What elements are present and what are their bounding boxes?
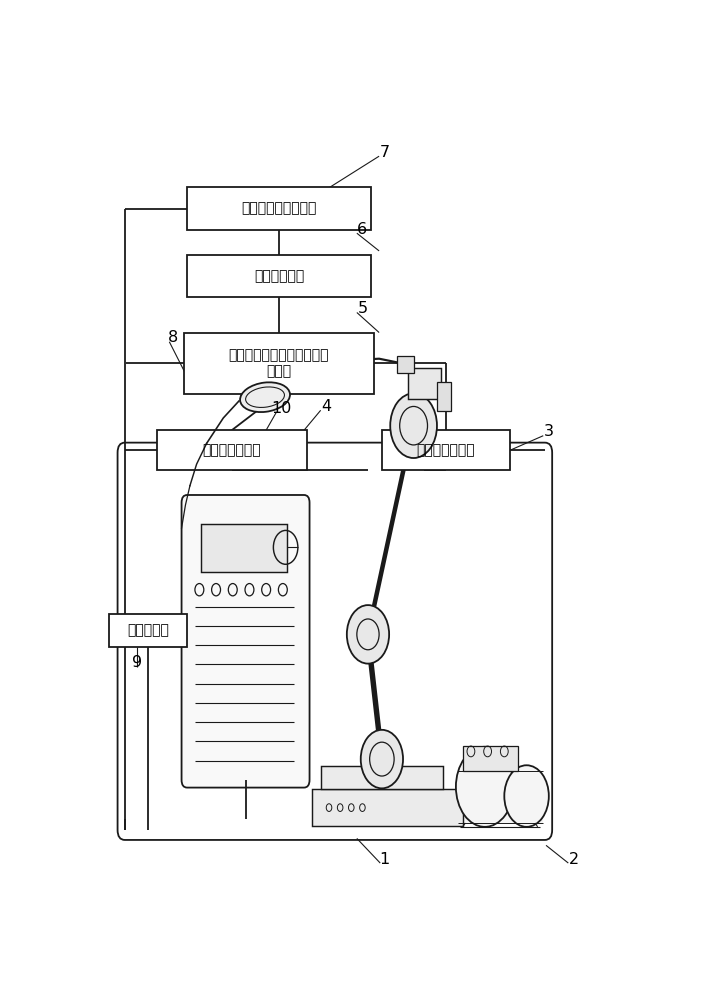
Text: 10: 10 [271,401,292,416]
Circle shape [360,730,403,788]
Ellipse shape [240,382,290,412]
FancyBboxPatch shape [201,524,287,572]
Circle shape [456,747,514,827]
FancyBboxPatch shape [321,766,443,789]
Circle shape [347,605,389,664]
FancyBboxPatch shape [182,495,309,788]
FancyBboxPatch shape [437,382,451,411]
Text: 焚接专家系统: 焚接专家系统 [254,269,304,283]
Text: 焚枪倾角运算器: 焚枪倾角运算器 [202,443,261,457]
FancyBboxPatch shape [187,255,370,297]
FancyBboxPatch shape [462,746,518,771]
Text: 3: 3 [544,424,554,439]
FancyBboxPatch shape [382,430,510,470]
Text: 6: 6 [358,222,368,237]
FancyBboxPatch shape [458,771,544,823]
FancyBboxPatch shape [312,789,462,826]
Text: 焚枪姿态实时调整器: 焚枪姿态实时调整器 [241,202,317,216]
FancyBboxPatch shape [397,356,414,373]
Text: 9: 9 [132,655,142,670]
FancyBboxPatch shape [157,430,307,470]
FancyBboxPatch shape [408,368,442,399]
Text: 4: 4 [321,399,331,414]
Text: 2: 2 [569,852,579,867]
Circle shape [504,765,549,827]
Text: 摇动方向运算器: 摇动方向运算器 [416,443,475,457]
Text: 7: 7 [380,145,390,160]
Text: 8: 8 [168,330,178,345]
Text: 摇动电弧空间焚缝跟踪信号
处理器: 摇动电弧空间焚缝跟踪信号 处理器 [229,348,329,378]
Text: 5: 5 [358,301,368,316]
FancyBboxPatch shape [109,614,187,647]
Text: 电弧传感器: 电弧传感器 [127,624,169,638]
Text: 1: 1 [380,852,390,867]
FancyBboxPatch shape [187,187,370,230]
Circle shape [391,393,437,458]
FancyBboxPatch shape [185,333,373,394]
